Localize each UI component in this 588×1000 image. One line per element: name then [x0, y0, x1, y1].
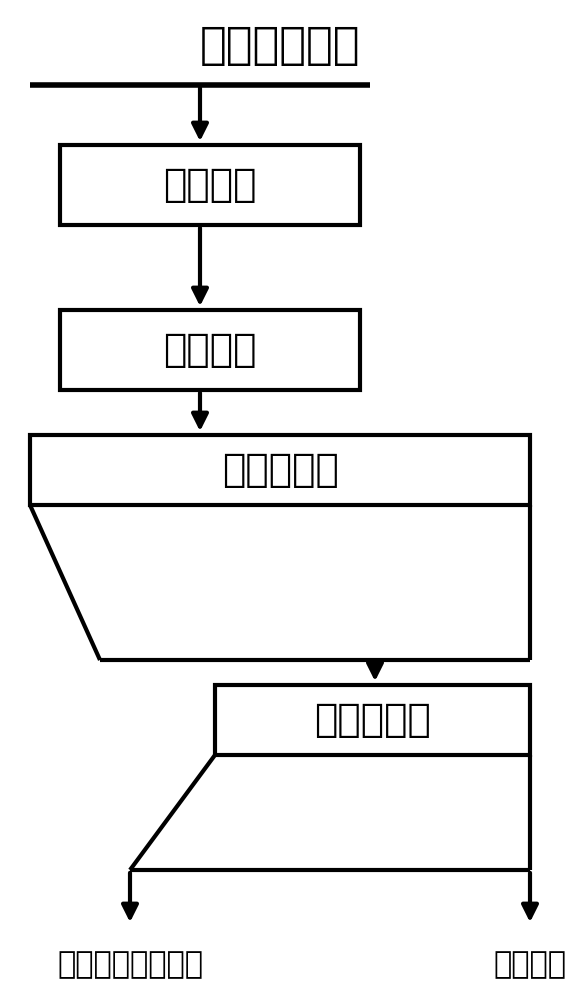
Text: 负极材料（石墨）: 负极材料（石墨） [57, 950, 203, 980]
Bar [30, 435, 530, 505]
Text: 正负电极粉末: 正负电极粉末 [200, 23, 360, 66]
Text: 擦洗解离: 擦洗解离 [163, 331, 257, 369]
Text: 高温热解: 高温热解 [163, 166, 257, 204]
Text: 正极材料: 正极材料 [493, 950, 566, 980]
Text: 高梯度磁选: 高梯度磁选 [314, 701, 431, 739]
Text: 浮选柱浮选: 浮选柱浮选 [222, 451, 339, 489]
Bar [60, 145, 360, 225]
Bar [60, 310, 360, 390]
Bar [215, 685, 530, 755]
